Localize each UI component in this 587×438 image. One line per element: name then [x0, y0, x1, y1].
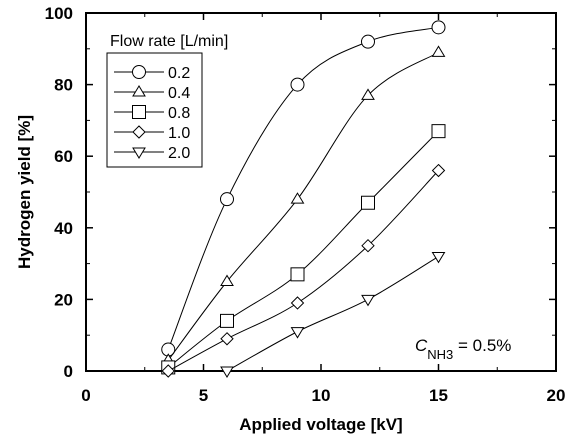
- legend-item: 0.8: [114, 105, 190, 122]
- legend: Flow rate [L/min] 0.2 0.4 0.8 1.0 2.0: [106, 33, 228, 168]
- legend-item: 0.4: [114, 85, 190, 102]
- annotation-symbol: C: [415, 336, 428, 355]
- legend-label: 0.8: [168, 105, 190, 122]
- x-tick-label: 20: [547, 386, 566, 405]
- x-axis-label: Applied voltage [kV]: [239, 415, 402, 434]
- series-2.0: [220, 251, 446, 378]
- y-tick-label: 100: [45, 4, 73, 23]
- x-tick-label: 10: [312, 386, 331, 405]
- data-point: [220, 313, 234, 328]
- y-tick-label: 60: [54, 147, 73, 166]
- data-point: [290, 296, 305, 310]
- x-tick-label: 0: [81, 386, 90, 405]
- legend-title: Flow rate [L/min]: [110, 33, 228, 50]
- legend-marker: [132, 147, 146, 159]
- data-point: [220, 274, 234, 286]
- annotation-value: = 0.5%: [453, 336, 511, 355]
- legend-label: 2.0: [168, 145, 190, 162]
- axis-ticks: 0 5 10 15 20 0 20 40 60 80 100: [45, 4, 566, 405]
- data-point: [431, 45, 446, 57]
- series-lines: [161, 20, 446, 378]
- data-point: [290, 77, 305, 92]
- legend-marker: [132, 85, 146, 97]
- y-tick-label: 40: [54, 219, 73, 238]
- data-point: [220, 366, 234, 378]
- data-point: [220, 192, 234, 207]
- legend-marker: [132, 65, 146, 79]
- data-point: [361, 34, 375, 49]
- x-tick-label: 15: [429, 386, 448, 405]
- data-point: [431, 20, 446, 35]
- series-0.4: [161, 45, 446, 365]
- x-tick-label: 5: [199, 386, 208, 405]
- legend-label: 0.2: [168, 65, 190, 82]
- data-point: [290, 327, 305, 339]
- series-0.2: [161, 20, 446, 357]
- series-0.8: [161, 124, 446, 375]
- y-axis-label: Hydrogen yield [%]: [15, 115, 34, 269]
- legend-label: 1.0: [168, 125, 190, 142]
- concentration-annotation: CNH3 = 0.5%: [415, 336, 511, 362]
- legend-marker: [132, 105, 146, 119]
- data-point: [431, 251, 446, 264]
- y-tick-label: 20: [54, 290, 73, 309]
- series-1.0: [161, 163, 446, 378]
- annotation-subscript: NH3: [427, 347, 453, 362]
- data-point: [361, 238, 375, 253]
- legend-item: 0.2: [114, 65, 190, 82]
- series-line: [167, 51, 439, 361]
- y-tick-label: 80: [54, 76, 73, 95]
- data-point: [361, 294, 375, 307]
- y-tick-label: 0: [64, 362, 73, 381]
- data-point: [431, 163, 446, 178]
- legend-marker: [132, 125, 146, 139]
- legend-item: 2.0: [114, 145, 190, 162]
- series-line: [226, 256, 439, 372]
- data-point: [361, 195, 375, 210]
- data-point: [161, 364, 175, 378]
- legend-item: 1.0: [114, 125, 190, 142]
- data-point: [290, 192, 305, 204]
- legend-label: 0.4: [168, 85, 190, 102]
- data-point: [220, 332, 234, 346]
- data-point: [290, 267, 305, 282]
- series-line: [167, 26, 439, 350]
- data-point: [431, 124, 446, 139]
- series-line: [167, 130, 439, 368]
- data-point: [361, 88, 375, 100]
